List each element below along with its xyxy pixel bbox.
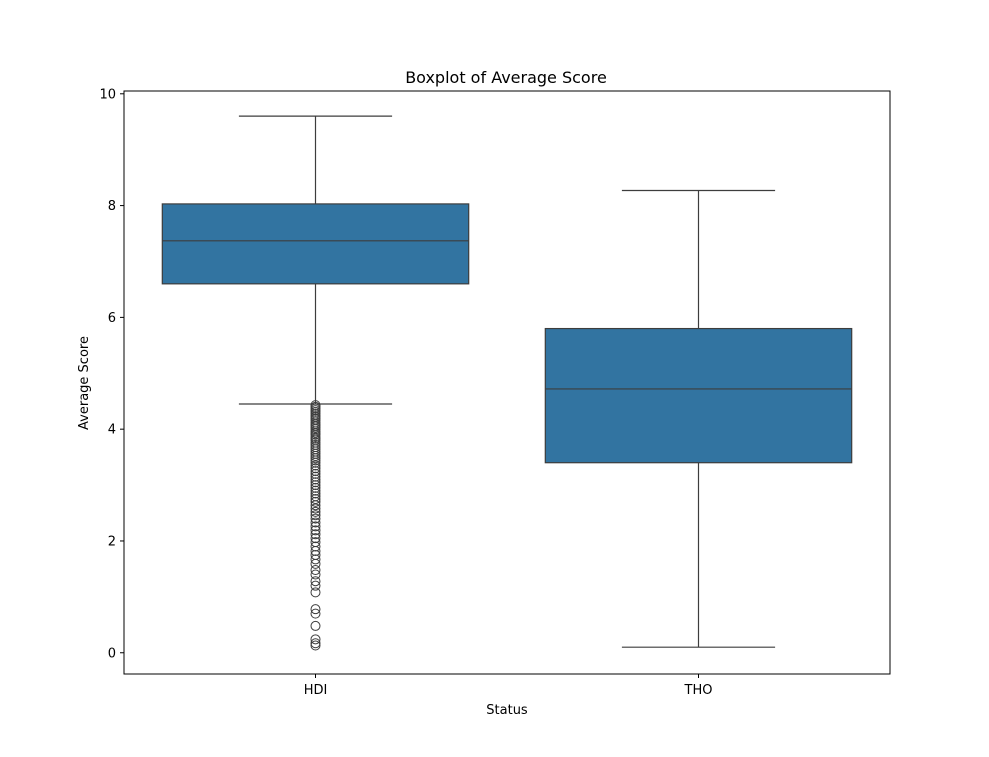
y-axis-label: Average Score [77,336,92,430]
x-axis-label: Status [486,703,528,718]
outlier-point-hdi [310,453,321,464]
outlier-point-hdi [310,496,321,507]
outlier-point-hdi [310,424,321,435]
outlier-point-hdi [310,620,321,631]
x-tick-label-tho: THO [684,683,713,698]
outlier-point-hdi [310,525,321,536]
box-group-tho [544,189,853,648]
outlier-point-hdi [310,541,321,552]
outlier-point-hdi [310,477,321,488]
outlier-point-hdi [310,485,321,496]
outlier-point-hdi [310,558,321,569]
outlier-point-hdi [310,517,321,528]
outlier-point-hdi [310,569,321,580]
outlier-point-hdi [310,466,321,477]
outlier-point-hdi [310,580,321,591]
outlier-point-hdi [310,474,321,485]
outlier-point-hdi [310,533,321,544]
y-tick-label: 8 [108,199,116,214]
outlier-point-hdi [310,608,321,619]
y-tick-label: 0 [108,646,116,661]
box-tho [544,327,853,464]
plot-area [123,90,891,675]
outlier-point-hdi [310,510,321,521]
outlier-point-hdi [310,638,321,649]
outlier-point-hdi [310,529,321,540]
outlier-point-hdi [310,500,321,511]
x-tick-label-hdi: HDI [304,683,328,698]
outlier-point-hdi [310,506,321,517]
y-tick-label: 6 [108,311,116,326]
plot-frame [123,90,891,675]
x-axis: HDI THO [304,674,713,698]
outlier-point-hdi [310,457,321,468]
y-tick-label: 2 [108,534,116,549]
outlier-point-hdi [310,471,321,482]
outlier-point-hdi [310,480,321,491]
outlier-point-hdi [310,554,321,565]
outlier-point-hdi [310,604,321,615]
outlier-point-hdi [310,488,321,499]
outlier-point-hdi [310,634,321,645]
outlier-point-hdi [310,587,321,598]
y-tick-label: 4 [108,423,116,438]
outlier-point-hdi [310,463,321,474]
outlier-point-hdi [310,576,321,587]
outlier-point-hdi [310,640,321,651]
outlier-point-hdi [310,565,321,576]
outlier-point-hdi [310,546,321,557]
outlier-point-hdi [310,521,321,532]
box-hdi [161,203,470,285]
chart-title: Boxplot of Average Score [405,68,607,87]
outlier-point-hdi [310,482,321,493]
y-axis: 0 2 4 6 8 10 [99,87,124,661]
outlier-point-hdi [310,451,321,462]
outlier-point-hdi [310,429,321,440]
y-tick-label: 10 [99,87,116,102]
outlier-point-hdi [310,494,321,505]
outlier-point-hdi [310,468,321,479]
outlier-point-hdi [310,460,321,471]
outlier-point-hdi [310,455,321,466]
outlier-point-hdi [310,503,321,514]
box-group-hdi [161,115,470,651]
outlier-point-hdi [310,513,321,524]
